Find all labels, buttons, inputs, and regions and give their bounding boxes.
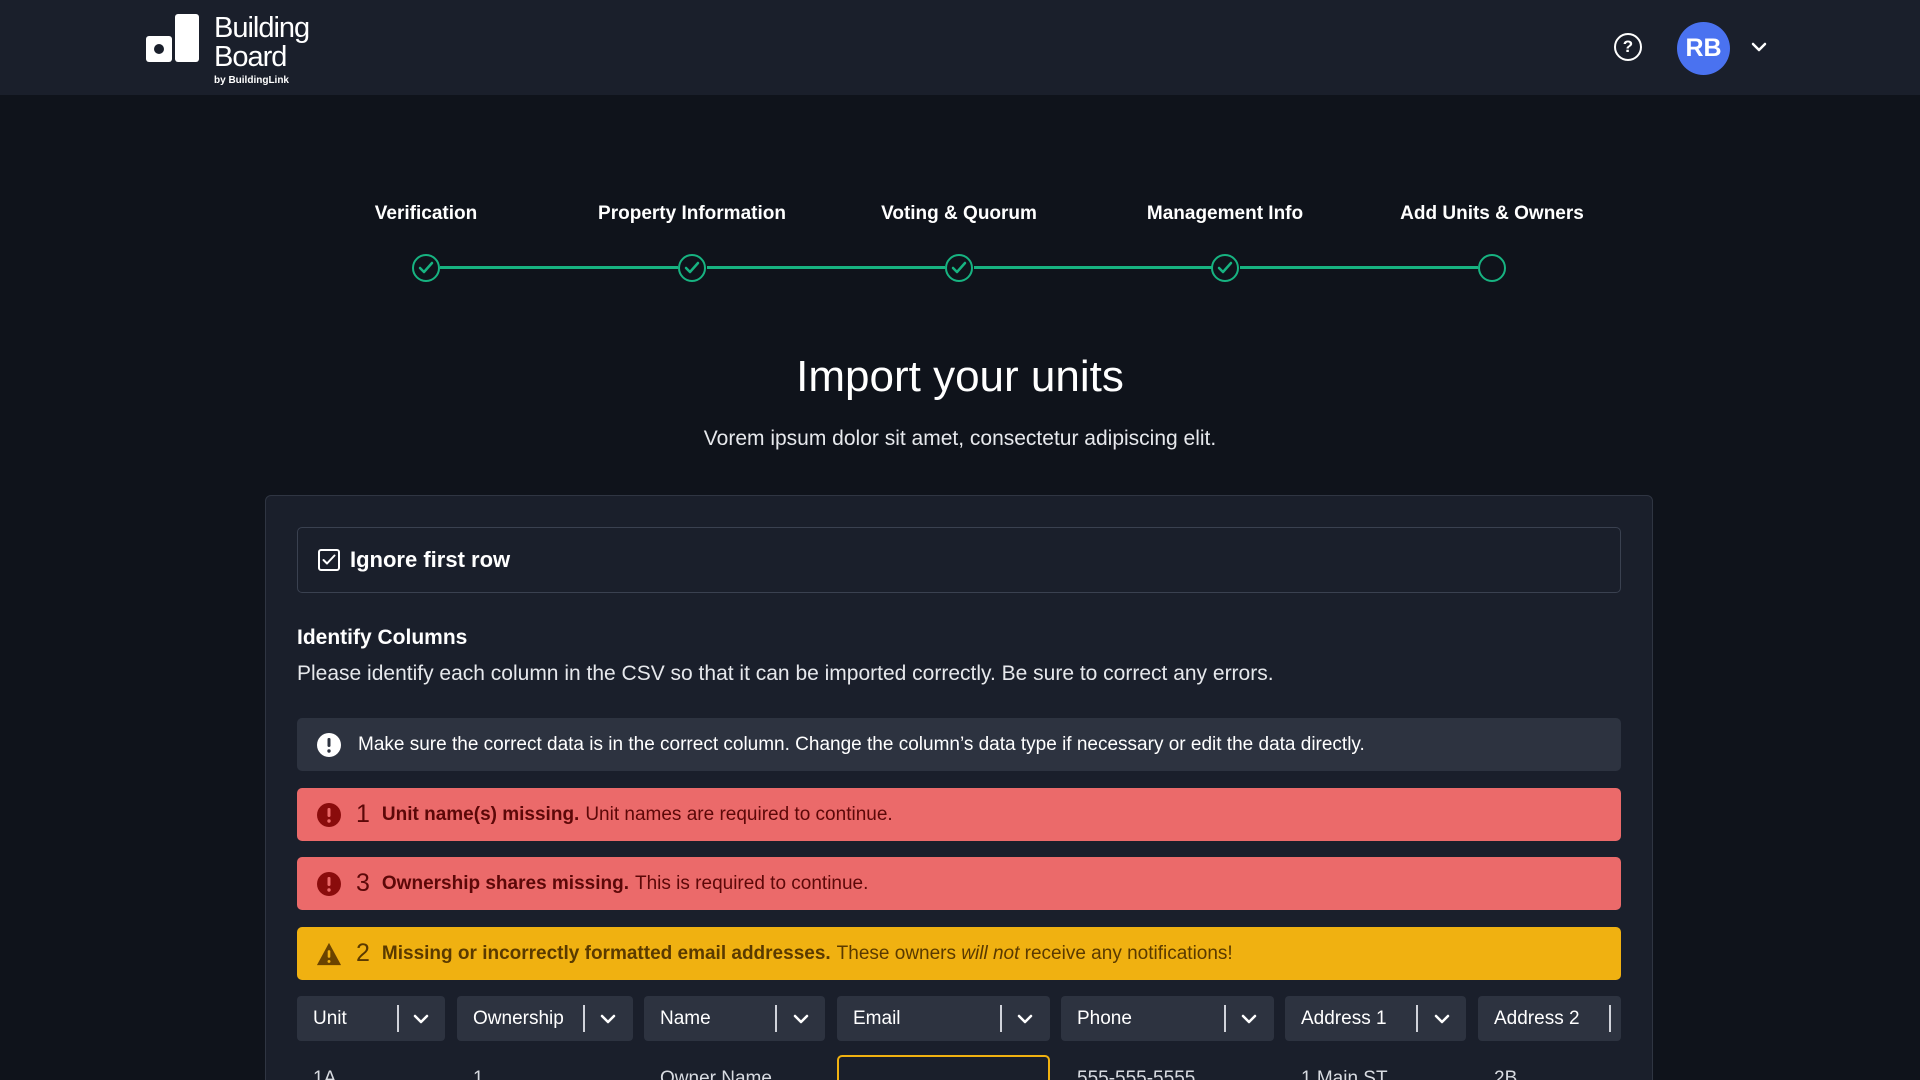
select-divider [583,1005,585,1032]
warning-alert-emails: 2 Missing or incorrectly formatted email… [297,927,1621,980]
ignore-first-row-label[interactable]: Ignore first row [350,547,511,572]
step-label-management-info: Management Info [1146,203,1304,224]
page-subtitle: Vorem ipsum dolor sit amet, consectetur … [703,427,1217,450]
page-title: Import your units [796,352,1124,401]
ignore-first-row-option[interactable]: Ignore first row [297,527,1621,593]
identify-columns-description: Please identify each column in the CSV s… [297,662,1274,685]
column-type-label: Unit [313,1007,347,1029]
ignore-first-row-checkbox[interactable] [318,549,340,571]
logo-byline: by BuildingLink [214,75,289,86]
column-type-label: Ownership [473,1007,564,1029]
error-message: Unit names are required to continue. [585,803,893,825]
chevron-down-icon[interactable] [1241,1012,1257,1026]
info-alert-text: Make sure the correct data is in the cor… [358,733,1365,755]
error-count: 1 [356,800,370,828]
logo-wordmark: Building Board by BuildingLink [214,12,310,86]
logo-mark-icon [146,14,201,64]
column-type-select-name[interactable]: Name [644,996,825,1041]
error-title: Ownership shares missing. [381,872,629,894]
chevron-down-icon[interactable] [1751,40,1767,54]
column-type-select-phone[interactable]: Phone [1061,996,1274,1041]
cell-name[interactable]: Owner Name [660,1068,772,1080]
stepper-connector [974,266,1212,269]
chevron-down-icon[interactable] [793,1012,809,1026]
select-divider [1000,1005,1002,1032]
column-type-select-email[interactable]: Email [837,996,1050,1041]
cell-address-2[interactable]: 2B [1494,1068,1518,1080]
select-divider [1609,1005,1611,1032]
warning-count: 2 [356,939,370,967]
cell-address-1[interactable]: 1 Main ST [1301,1068,1388,1080]
column-type-label: Phone [1077,1007,1132,1029]
warning-message: These owners will not receive any notifi… [837,943,1233,965]
cell-email-input[interactable] [837,1055,1050,1080]
error-exclamation-icon [316,802,342,828]
cell-unit[interactable]: 1A [313,1068,337,1080]
checkmark-icon [322,554,336,565]
stepper-connector [707,266,945,269]
column-type-select-unit[interactable]: Unit [297,996,445,1041]
building-board-logo[interactable]: Building Board by BuildingLink [146,12,310,86]
error-alert-ownership-shares: 3 Ownership shares missing. This is requ… [297,857,1621,910]
logo-line-1: Building [214,12,310,44]
select-divider [1224,1005,1226,1032]
error-alert-unit-names: 1 Unit name(s) missing. Unit names are r… [297,788,1621,841]
step-label-property-information: Property Information [598,203,786,224]
stepper-connector [1240,266,1478,269]
select-divider [775,1005,777,1032]
warning-triangle-icon [316,941,342,967]
chevron-down-icon[interactable] [1017,1012,1033,1026]
stepper-connector [440,266,678,269]
error-count: 3 [356,869,370,897]
column-type-label: Email [853,1007,901,1029]
warning-text-emphasis: will not [961,942,1020,964]
column-type-label: Address 1 [1301,1007,1387,1029]
column-type-select-address-1[interactable]: Address 1 [1285,996,1466,1041]
column-type-label: Name [660,1007,711,1029]
step-label-add-units-owners: Add Units & Owners [1400,203,1584,224]
avatar[interactable]: RB [1677,22,1730,75]
select-divider [1416,1005,1418,1032]
identify-columns-title: Identify Columns [297,626,468,649]
select-divider [397,1005,399,1032]
step-complete-check-icon [412,254,440,282]
column-type-select-ownership[interactable]: Ownership [457,996,633,1041]
logo-line-2: Board [214,41,287,73]
step-complete-check-icon [945,254,973,282]
warning-text-after: receive any notifications! [1024,942,1233,964]
column-type-label: Address 2 [1494,1007,1580,1029]
cell-ownership[interactable]: 1 [473,1068,484,1080]
step-complete-check-icon [1211,254,1239,282]
info-alert: Make sure the correct data is in the cor… [297,718,1621,771]
top-bar: Building Board by BuildingLink ? RB [0,0,1920,95]
error-message: This is required to continue. [635,872,869,894]
step-label-voting-quorum: Voting & Quorum [881,203,1037,224]
error-title: Unit name(s) missing. [381,803,580,825]
warning-title: Missing or incorrectly formatted email a… [381,942,831,964]
question-circle-icon[interactable]: ? [1614,33,1642,61]
column-type-select-address-2[interactable]: Address 2 [1478,996,1621,1041]
step-label-verification: Verification [374,203,478,224]
cell-phone[interactable]: 555-555-5555 [1077,1068,1196,1080]
chevron-down-icon[interactable] [1434,1012,1450,1026]
warning-text-before: These owners [836,942,957,964]
error-exclamation-icon [316,871,342,897]
step-complete-check-icon [678,254,706,282]
info-exclamation-icon [316,732,342,758]
step-current-circle-icon [1478,254,1506,282]
chevron-down-icon[interactable] [413,1012,429,1026]
chevron-down-icon[interactable] [600,1012,616,1026]
